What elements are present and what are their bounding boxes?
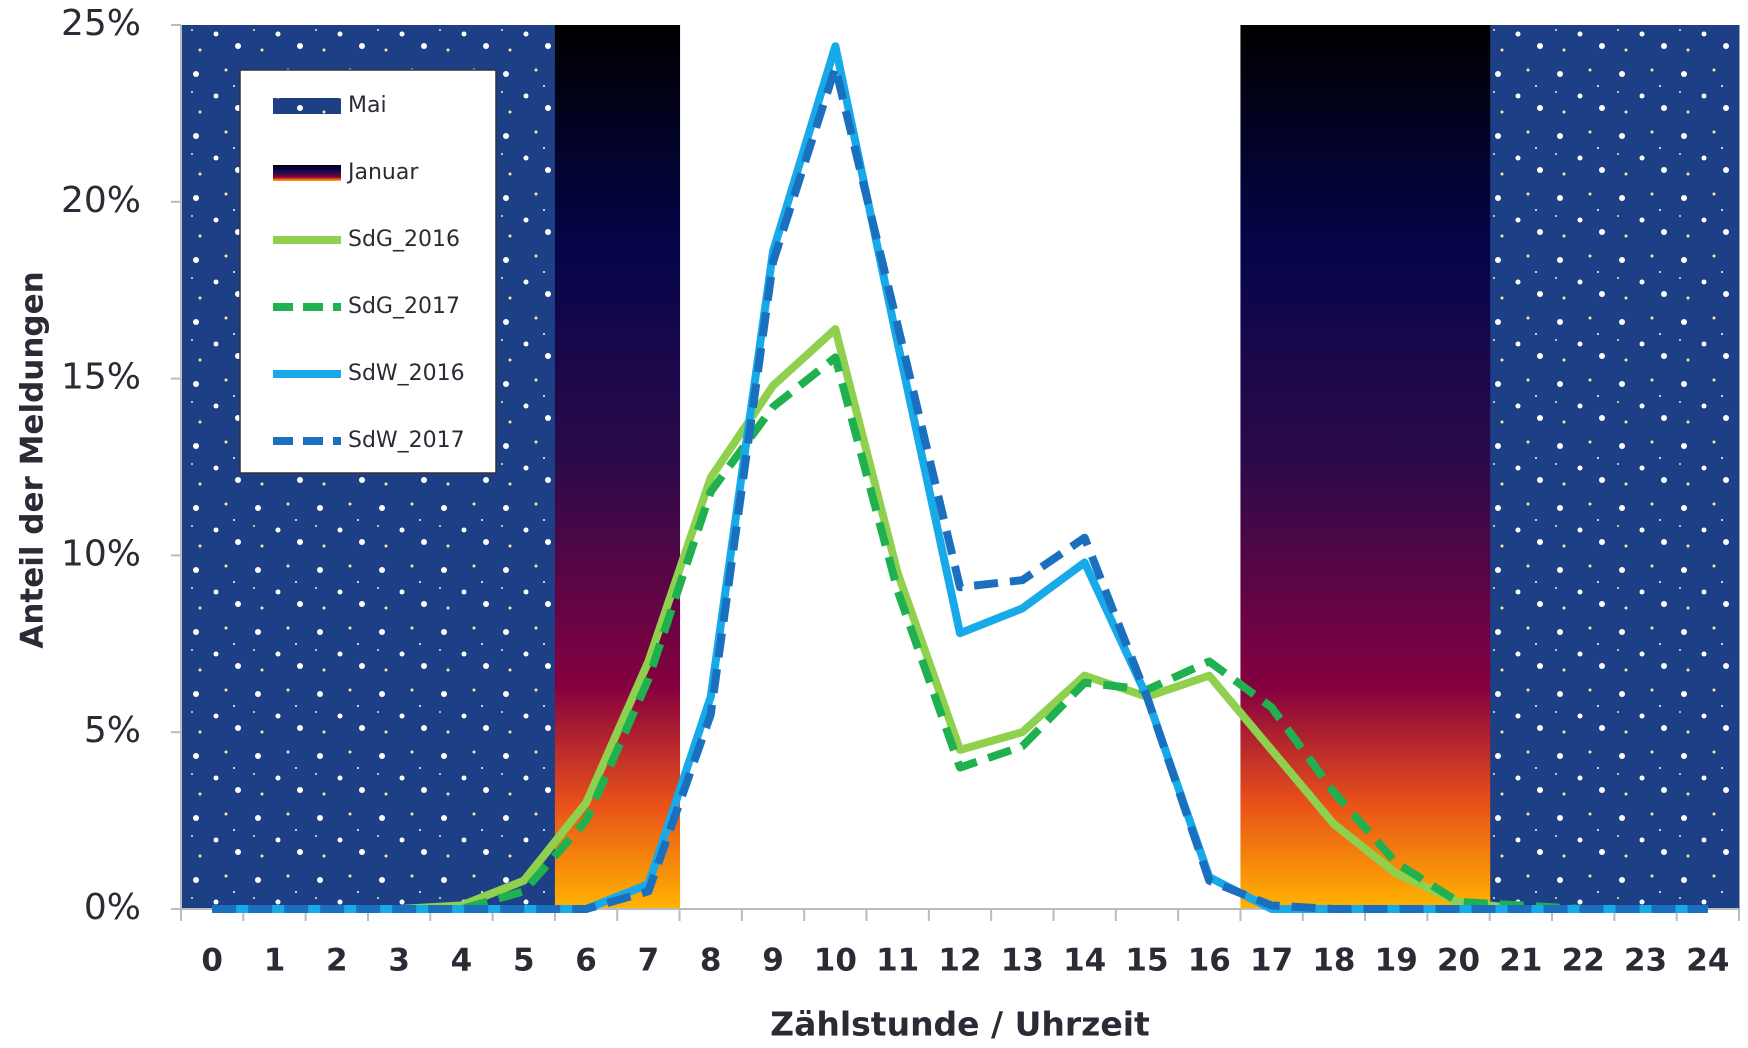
x-tick-label: 12 (938, 943, 981, 979)
x-tick-label: 18 (1312, 943, 1355, 979)
x-tick-label: 16 (1188, 943, 1231, 979)
legend-label: SdG_2016 (348, 227, 460, 252)
x-tick-label: 14 (1063, 943, 1106, 979)
y-tick-label: 5% (84, 710, 141, 751)
x-axis-title: Zählstunde / Uhrzeit (770, 1005, 1150, 1044)
series-line (212, 353, 1708, 913)
y-tick-label: 25% (61, 3, 141, 44)
x-tick-label: 17 (1250, 943, 1293, 979)
x-tick-label: 9 (762, 943, 784, 979)
x-tick-label: 24 (1686, 943, 1729, 979)
x-tick-label: 13 (1001, 943, 1044, 979)
x-tick-label: 8 (700, 943, 722, 979)
x-tick-label: 6 (575, 943, 597, 979)
legend-label: Januar (346, 160, 419, 185)
legend-label: Mai (348, 93, 387, 118)
legend-swatch (273, 98, 341, 114)
background-band (1676, 25, 1740, 909)
x-tick-label: 21 (1499, 943, 1542, 979)
y-tick-label: 20% (61, 180, 141, 221)
legend-label: SdW_2017 (348, 428, 465, 453)
background-band (1552, 25, 1615, 909)
x-tick-label: 4 (451, 943, 473, 979)
background-band (181, 25, 244, 909)
x-tick-label: 23 (1624, 943, 1667, 979)
background-band (492, 25, 556, 909)
legend-box (239, 69, 497, 474)
x-tick-label: 20 (1437, 943, 1480, 979)
x-tick-label: 1 (264, 943, 286, 979)
background-band (554, 25, 618, 909)
y-tick-label: 0% (84, 887, 141, 928)
legend-swatch (273, 165, 341, 181)
x-tick-label: 19 (1375, 943, 1418, 979)
x-tick-label: 10 (814, 943, 857, 979)
background-band (1614, 25, 1678, 909)
y-tick-label: 10% (61, 533, 141, 574)
x-tick-label: 22 (1562, 943, 1605, 979)
x-tick-label: 3 (388, 943, 410, 979)
background-band (1240, 25, 1304, 909)
x-tick-label: 5 (513, 943, 535, 979)
y-axis-title: Anteil der Meldungen (15, 271, 51, 648)
y-tick-label: 15% (61, 357, 141, 398)
legend-label: SdG_2017 (348, 294, 460, 319)
background-band (1365, 25, 1428, 909)
series-line (212, 63, 1708, 913)
background-band (617, 25, 681, 909)
x-tick-label: 2 (326, 943, 348, 979)
x-tick-label: 0 (201, 943, 223, 979)
x-tick-label: 11 (876, 943, 919, 979)
x-tick-label: 7 (638, 943, 660, 979)
background-band (1302, 25, 1366, 909)
legend-label: SdW_2016 (348, 361, 465, 386)
background-band (1489, 25, 1553, 909)
background-band (1427, 25, 1491, 909)
x-tick-label: 15 (1125, 943, 1168, 979)
